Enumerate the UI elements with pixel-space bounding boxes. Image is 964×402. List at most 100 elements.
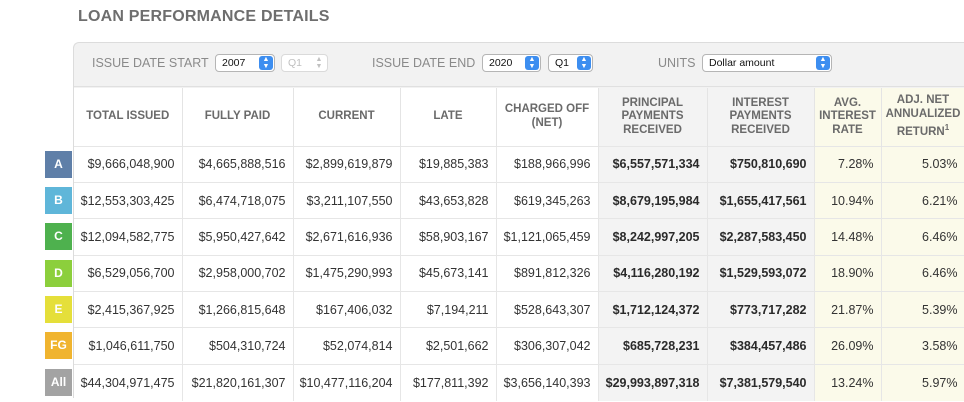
loan-performance-panel: ISSUE DATE START 2007 ▲ ▼ Q1 ▲ ▼ ISSUE DAT… <box>45 42 964 401</box>
cell-value: $44,304,971,475 <box>80 375 175 390</box>
cell-interest-payments: $773,717,282 <box>707 291 815 328</box>
cell-avg-interest-rate: 26.09% <box>814 327 882 365</box>
cell-total-issued: B $12,553,303,425 <box>45 181 183 219</box>
page-title: LOAN PERFORMANCE DETAILS <box>78 8 330 25</box>
cell-charged-off: $3,656,140,393 <box>496 363 599 401</box>
header-late: LATE <box>400 88 497 146</box>
cell-interest-payments: $7,381,579,540 <box>707 363 815 401</box>
start-year-select[interactable]: 2007 ▲ ▼ <box>215 54 275 72</box>
cell-total-issued: FG $1,046,611,750 <box>45 327 183 365</box>
table-row: E $2,415,367,925 $1,266,815,648 $167,406,03… <box>45 291 964 328</box>
cell-principal-payments: $29,993,897,318 <box>598 363 708 401</box>
start-quarter-select: Q1 ▲ ▼ <box>281 54 328 72</box>
cell-value: $12,094,582,775 <box>80 229 175 244</box>
cell-fully-paid: $504,310,724 <box>182 327 294 365</box>
chevron-updown-icon: ▲ ▼ <box>816 56 830 70</box>
cell-total-issued: A $9,666,048,900 <box>45 145 183 183</box>
cell-total-issued: D $6,529,056,700 <box>45 254 183 292</box>
cell-charged-off: $1,121,065,459 <box>496 218 599 256</box>
table-header-row: TOTAL ISSUED FULLY PAID CURRENT LATE CHA… <box>74 88 964 146</box>
header-adj-net-return: ADJ. NET ANNUALIZED RETURN1 <box>881 88 964 146</box>
cell-principal-payments: $4,116,280,192 <box>598 254 708 292</box>
header-interest-payments: INTEREST PAYMENTS RECEIVED <box>707 88 815 146</box>
cell-avg-interest-rate: 13.24% <box>814 363 882 401</box>
cell-value: $12,553,303,425 <box>80 193 175 208</box>
cell-interest-payments: $2,287,583,450 <box>707 218 815 256</box>
cell-late: $58,903,167 <box>400 218 497 256</box>
end-year-select[interactable]: 2020 ▲ ▼ <box>482 54 541 72</box>
cell-charged-off: $188,966,996 <box>496 145 599 183</box>
cell-fully-paid: $5,950,427,642 <box>182 218 294 256</box>
cell-total-issued: E $2,415,367,925 <box>45 291 183 328</box>
header-fully-paid: FULLY PAID <box>182 88 294 146</box>
chevron-updown-icon: ▲ ▼ <box>315 56 323 70</box>
cell-value: $6,529,056,700 <box>87 266 175 281</box>
issue-date-start-label: ISSUE DATE START <box>92 56 209 70</box>
table-row: D $6,529,056,700 $2,958,000,702 $1,475,290,… <box>45 254 964 292</box>
cell-late: $43,653,828 <box>400 181 497 219</box>
cell-total-issued: C $12,094,582,775 <box>45 218 183 256</box>
chevron-updown-icon: ▲ ▼ <box>259 56 273 70</box>
cell-charged-off: $619,345,263 <box>496 181 599 219</box>
header-adj-net-return-label: ADJ. NET ANNUALIZED RETURN <box>885 94 961 138</box>
cell-fully-paid: $6,474,718,075 <box>182 181 294 219</box>
cell-avg-interest-rate: 7.28% <box>814 145 882 183</box>
units-select[interactable]: Dollar amount ▲ ▼ <box>702 54 832 72</box>
cell-value: $1,046,611,750 <box>88 339 175 354</box>
start-year-value: 2007 <box>222 57 246 69</box>
cell-principal-payments: $685,728,231 <box>598 327 708 365</box>
filter-bar: ISSUE DATE START 2007 ▲ ▼ Q1 ▲ ▼ ISSUE DAT… <box>74 43 964 87</box>
cell-current: $10,477,116,204 <box>293 363 401 401</box>
grade-badge: E <box>45 296 72 324</box>
cell-principal-payments: $1,712,124,372 <box>598 291 708 328</box>
cell-late: $2,501,662 <box>400 327 497 365</box>
grade-badge: B <box>45 186 72 214</box>
cell-late: $45,673,141 <box>400 254 497 292</box>
grade-badge: D <box>45 259 72 287</box>
cell-value: $9,666,048,900 <box>87 157 175 172</box>
cell-interest-payments: $1,655,417,561 <box>707 181 815 219</box>
end-year-value: 2020 <box>489 57 513 69</box>
issue-date-end-label: ISSUE DATE END <box>372 56 476 70</box>
cell-adj-net-return: 6.46% <box>881 254 964 292</box>
cell-current: $3,211,107,550 <box>293 181 401 219</box>
header-avg-interest-rate: AVG. INTEREST RATE <box>814 88 882 146</box>
cell-avg-interest-rate: 10.94% <box>814 181 882 219</box>
cell-adj-net-return: 6.46% <box>881 218 964 256</box>
cell-interest-payments: $750,810,690 <box>707 145 815 183</box>
cell-current: $2,671,616,936 <box>293 218 401 256</box>
end-quarter-select[interactable]: Q1 ▲ ▼ <box>548 54 593 72</box>
grade-badge: All <box>45 368 72 396</box>
cell-adj-net-return: 6.21% <box>881 181 964 219</box>
cell-late: $19,885,383 <box>400 145 497 183</box>
cell-fully-paid: $4,665,888,516 <box>182 145 294 183</box>
cell-current: $52,074,814 <box>293 327 401 365</box>
cell-avg-interest-rate: 18.90% <box>814 254 882 292</box>
cell-interest-payments: $1,529,593,072 <box>707 254 815 292</box>
start-quarter-value: Q1 <box>288 57 303 69</box>
grade-badge: A <box>45 150 72 178</box>
loan-performance-table: TOTAL ISSUED FULLY PAID CURRENT LATE CHA… <box>45 88 964 401</box>
table-row: B $12,553,303,425 $6,474,718,075 $3,211,107… <box>45 181 964 219</box>
cell-charged-off: $528,643,307 <box>496 291 599 328</box>
table-row: C $12,094,582,775 $5,950,427,642 $2,671,616… <box>45 218 964 256</box>
cell-current: $1,475,290,993 <box>293 254 401 292</box>
cell-late: $7,194,211 <box>400 291 497 328</box>
cell-avg-interest-rate: 21.87% <box>814 291 882 328</box>
cell-adj-net-return: 3.58% <box>881 327 964 365</box>
cell-interest-payments: $384,457,486 <box>707 327 815 365</box>
cell-total-issued: All $44,304,971,475 <box>45 363 183 401</box>
grade-badge: C <box>45 223 72 251</box>
cell-value: $2,415,367,925 <box>87 302 175 317</box>
header-charged-off: CHARGED OFF (NET) <box>496 88 599 146</box>
end-quarter-value: Q1 <box>555 57 570 69</box>
cell-charged-off: $306,307,042 <box>496 327 599 365</box>
header-principal-payments: PRINCIPAL PAYMENTS RECEIVED <box>598 88 708 146</box>
table-row: All $44,304,971,475 $21,820,161,307 $10,477… <box>45 363 964 401</box>
chevron-updown-icon: ▲ ▼ <box>577 56 591 70</box>
table-row: A $9,666,048,900 $4,665,888,516 $2,899,619,… <box>45 145 964 183</box>
cell-adj-net-return: 5.97% <box>881 363 964 401</box>
cell-principal-payments: $8,242,997,205 <box>598 218 708 256</box>
cell-principal-payments: $8,679,195,984 <box>598 181 708 219</box>
cell-current: $167,406,032 <box>293 291 401 328</box>
